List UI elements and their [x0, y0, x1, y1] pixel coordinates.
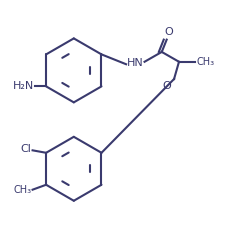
Text: H₂N: H₂N	[13, 81, 34, 91]
Text: O: O	[165, 27, 173, 37]
Text: O: O	[163, 81, 172, 91]
Text: Cl: Cl	[20, 144, 31, 154]
Text: CH₃: CH₃	[196, 57, 214, 67]
Text: HN: HN	[127, 58, 144, 68]
Text: CH₃: CH₃	[13, 185, 31, 195]
